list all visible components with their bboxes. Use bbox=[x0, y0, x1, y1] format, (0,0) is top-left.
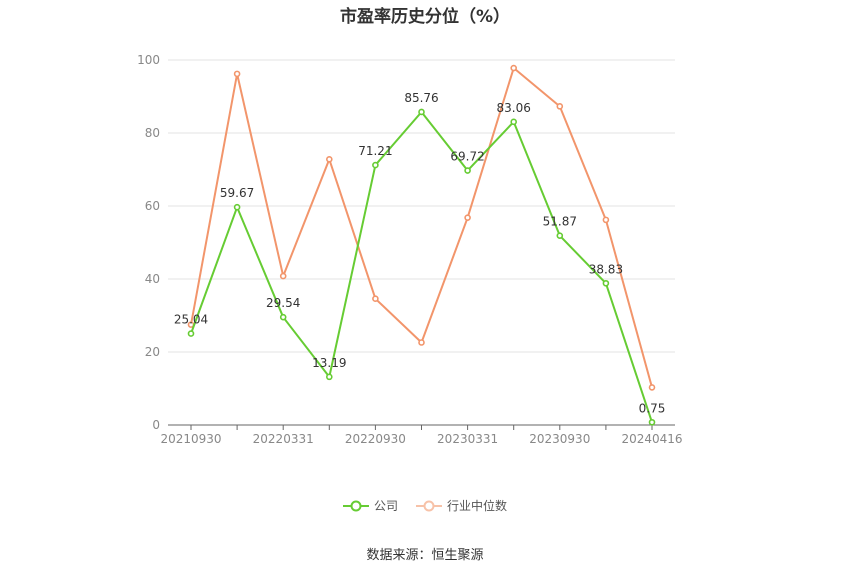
company-point bbox=[510, 118, 518, 126]
x-tick-label: 20230930 bbox=[529, 432, 590, 446]
x-tick-label: 20220930 bbox=[345, 432, 406, 446]
company-point bbox=[648, 418, 656, 426]
company-data-label: 0.75 bbox=[639, 401, 666, 415]
legend-item-company[interactable]: 公司 bbox=[342, 497, 398, 514]
x-tick-label: 20230331 bbox=[437, 432, 498, 446]
grid-lines bbox=[168, 59, 675, 353]
industry-point bbox=[464, 214, 471, 221]
industry-point bbox=[418, 339, 425, 346]
industry-point bbox=[233, 70, 241, 78]
industry-point bbox=[648, 384, 656, 391]
company-data-label: 51.87 bbox=[543, 215, 577, 229]
y-tick-label: 60 bbox=[145, 199, 160, 213]
company-data-label: 83.06 bbox=[497, 101, 531, 115]
x-tick-label: 20240416 bbox=[621, 432, 682, 446]
company-data-label: 13.19 bbox=[312, 356, 346, 370]
company-point bbox=[464, 167, 471, 174]
industry-point bbox=[372, 295, 379, 303]
series-industry bbox=[187, 64, 656, 391]
industry-point bbox=[602, 216, 610, 224]
company-point bbox=[372, 161, 379, 169]
legend-industry-label: 行业中位数 bbox=[447, 499, 508, 513]
company-data-label: 59.67 bbox=[220, 186, 254, 200]
y-axis-ticks: 0 20 40 60 80 100 bbox=[137, 53, 160, 432]
industry-point bbox=[510, 64, 518, 72]
y-tick-label: 80 bbox=[145, 126, 160, 140]
x-tick-label: 20210930 bbox=[160, 432, 221, 446]
company-point bbox=[418, 108, 425, 116]
data-labels: 25.04 59.67 29.54 13.19 71.21 85.76 69.72 83.06… bbox=[174, 91, 666, 415]
legend-item-industry[interactable]: 行业中位数 bbox=[416, 497, 507, 514]
y-tick-label: 0 bbox=[152, 418, 160, 432]
company-point bbox=[556, 232, 564, 239]
company-point bbox=[233, 203, 241, 211]
company-point bbox=[279, 313, 287, 321]
y-tick-label: 100 bbox=[137, 53, 160, 67]
y-tick-label: 20 bbox=[145, 345, 160, 359]
legend-company-label: 公司 bbox=[373, 499, 398, 513]
company-point bbox=[602, 279, 610, 287]
company-point bbox=[187, 330, 195, 337]
company-data-label: 69.72 bbox=[450, 150, 484, 164]
series-company bbox=[187, 108, 656, 426]
chart-title: 市盈率历史分位（%） bbox=[339, 7, 511, 27]
company-data-label: 25.04 bbox=[174, 313, 208, 327]
company-line bbox=[190, 110, 653, 423]
company-data-label: 29.54 bbox=[266, 296, 300, 310]
legend: 公司 行业中位数 bbox=[0, 497, 850, 514]
industry-point bbox=[279, 272, 287, 280]
company-data-label: 38.83 bbox=[589, 262, 623, 276]
legend-industry-icon bbox=[416, 500, 442, 511]
company-data-label: 71.21 bbox=[358, 144, 392, 158]
x-axis: 20210930 20220331 20220930 20230331 20230930… bbox=[160, 424, 683, 446]
company-data-label: 85.76 bbox=[404, 91, 438, 105]
industry-point bbox=[556, 103, 564, 110]
x-tick-label: 20220331 bbox=[253, 432, 314, 446]
y-tick-label: 40 bbox=[145, 272, 160, 286]
legend-company-icon bbox=[342, 500, 369, 511]
company-point bbox=[325, 373, 333, 381]
data-source: 数据来源：恒生聚源 bbox=[366, 548, 484, 563]
industry-point bbox=[325, 155, 333, 163]
